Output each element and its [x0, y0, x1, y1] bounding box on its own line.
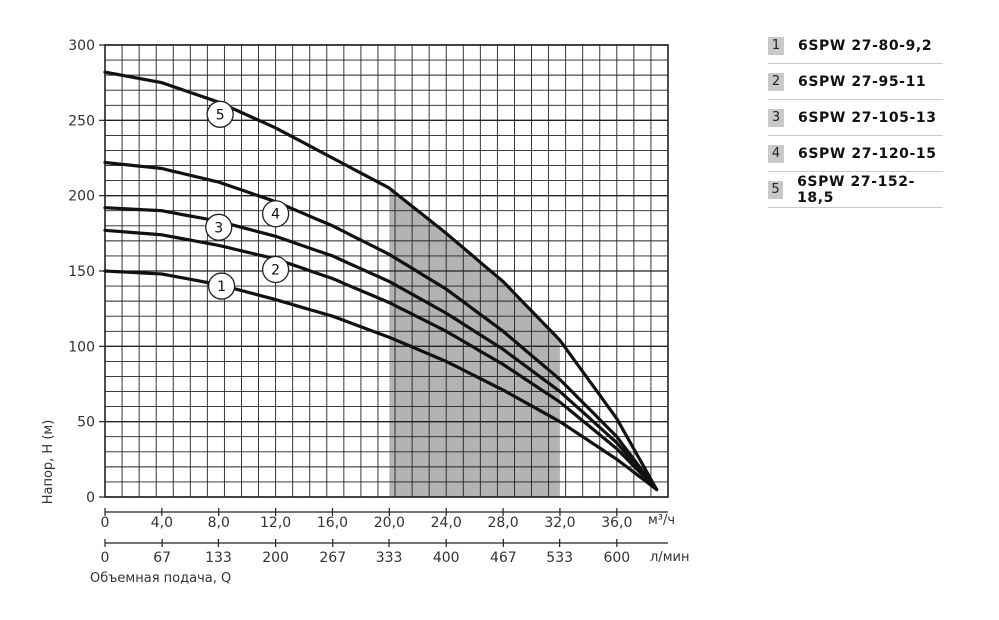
curve-marker-label-2: 2 [271, 262, 280, 278]
legend-number-badge: 1 [768, 36, 784, 55]
curve-marker-1 [207, 272, 236, 300]
x-tick-label: 28,0 [487, 515, 518, 531]
curve-marker-4 [261, 200, 290, 228]
curve-5 [103, 70, 659, 492]
legend-item: 3 6SPW 27-105-13 [768, 100, 943, 136]
legend-item: 1 6SPW 27-80-9,2 [768, 28, 943, 64]
x2-tick-label: 333 [376, 550, 403, 566]
x2-tick-label: 0 [101, 550, 110, 566]
x-tick-label: 32,0 [544, 515, 575, 531]
x2-tick-label: 400 [433, 550, 460, 566]
curve-marker-2 [261, 255, 290, 284]
y-tick-label: 150 [68, 264, 95, 280]
curve-2 [103, 228, 659, 492]
x-axis-unit: м³/ч [648, 513, 675, 528]
x2-tick-label: 200 [262, 550, 289, 566]
legend-label: 6SPW 27-80-9,2 [798, 37, 933, 54]
x-tick-label: 0 [101, 515, 110, 531]
x2-tick-label: 133 [205, 550, 232, 566]
x-tick-label: 20,0 [374, 515, 405, 531]
y-tick-label: 200 [68, 189, 95, 205]
curves [103, 70, 659, 492]
y-tick-label: 100 [68, 339, 95, 355]
x2-tick-label: 467 [490, 550, 517, 566]
curve-marker-label-5: 5 [216, 107, 225, 123]
x2-axis-unit: л/мин [650, 550, 689, 565]
curve-4 [103, 160, 659, 492]
x-tick-label: 8,0 [208, 515, 230, 531]
curve-markers: 1 2 3 4 5 [205, 100, 290, 300]
pump-performance-chart: 1 2 3 4 5 0 50 100 150 200 250 300 0 4,0 8,0 12,0 16,0 2… [41, 38, 689, 586]
legend-item: 4 6SPW 27-120-15 [768, 136, 943, 172]
working-range-area [389, 188, 560, 497]
legend-label: 6SPW 27-105-13 [798, 109, 937, 126]
curve-1 [103, 269, 659, 492]
x-tick-label: 16,0 [317, 515, 348, 531]
curve-marker-label-3: 3 [214, 220, 223, 236]
legend-number-badge: 4 [768, 144, 784, 163]
x2-tick-label: 533 [546, 550, 573, 566]
x-tick-label: 24,0 [431, 515, 462, 531]
curve-marker-label-1: 1 [217, 279, 226, 295]
y-tick-label: 50 [77, 415, 95, 431]
legend-number-badge: 5 [768, 180, 784, 199]
y-tick-label: 0 [86, 490, 95, 506]
legend-item: 2 6SPW 27-95-11 [768, 64, 943, 100]
x-axis-title: Объемная подача, Q [90, 571, 231, 586]
legend-label: 6SPW 27-95-11 [798, 73, 927, 90]
x2-tick-label: 67 [153, 550, 171, 566]
curve-marker-5 [206, 100, 234, 128]
x2-tick-label: 600 [603, 550, 630, 566]
x-tick-label: 12,0 [260, 515, 291, 531]
legend-number-badge: 3 [768, 108, 784, 127]
legend-item: 5 6SPW 27-152-18,5 [768, 172, 943, 208]
x2-tick-label: 267 [319, 550, 346, 566]
curve-marker-3 [205, 213, 233, 241]
x-tick-label: 4,0 [151, 515, 173, 531]
curve-marker-label-4: 4 [271, 207, 280, 223]
y-tick-label: 300 [68, 38, 95, 54]
chart-grid [104, 44, 669, 498]
y-axis-title: Напор, H (м) [41, 420, 56, 505]
legend: 1 6SPW 27-80-9,2 2 6SPW 27-95-11 3 6SPW 27-10… [768, 28, 943, 208]
legend-label: 6SPW 27-152-18,5 [797, 173, 916, 206]
legend-number-badge: 2 [768, 72, 784, 91]
x-tick-label: 36,0 [601, 515, 632, 531]
y-tick-label: 250 [68, 113, 95, 129]
legend-label: 6SPW 27-120-15 [798, 145, 937, 162]
curve-3 [103, 206, 659, 492]
working-range-fill [389, 188, 560, 497]
